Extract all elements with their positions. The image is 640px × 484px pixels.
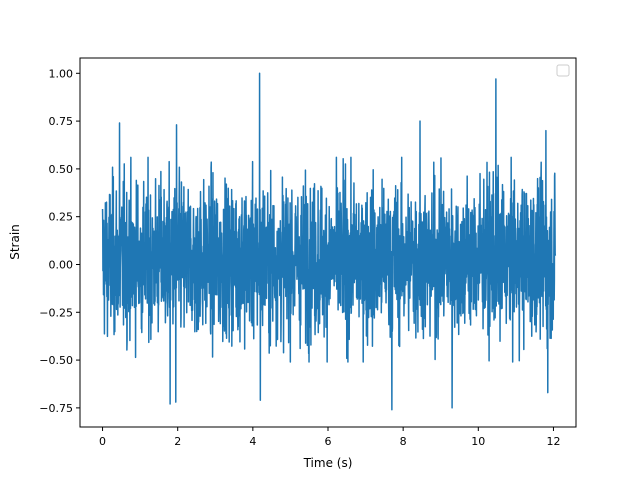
y-tick-label: 0.25	[49, 211, 74, 224]
y-tick-label: 1.00	[49, 67, 74, 80]
strain-series-line	[101, 72, 557, 411]
y-tick-label: 0.75	[49, 115, 74, 128]
x-tick-label: 10	[471, 435, 485, 448]
x-axis-ticks: 0 2 4 6 8 10 12	[99, 427, 560, 448]
x-axis-label: Time (s)	[303, 456, 353, 470]
x-tick-label: 8	[400, 435, 407, 448]
x-tick-label: 4	[249, 435, 256, 448]
x-tick-label: 12	[546, 435, 560, 448]
y-axis-ticks: −0.75 −0.50 −0.25 0.00 0.25 0.50 0.75 1.00	[39, 67, 80, 415]
y-tick-label: −0.75	[39, 402, 73, 415]
legend-box	[556, 64, 570, 77]
y-tick-label: 0.50	[49, 163, 74, 176]
y-axis-label: Strain	[8, 224, 22, 260]
x-tick-label: 6	[325, 435, 332, 448]
x-tick-label: 2	[174, 435, 181, 448]
y-tick-label: −0.25	[39, 306, 73, 319]
y-tick-label: 0.00	[49, 258, 74, 271]
y-tick-label: −0.50	[39, 354, 73, 367]
x-tick-label: 0	[99, 435, 106, 448]
series-layer	[101, 72, 557, 411]
